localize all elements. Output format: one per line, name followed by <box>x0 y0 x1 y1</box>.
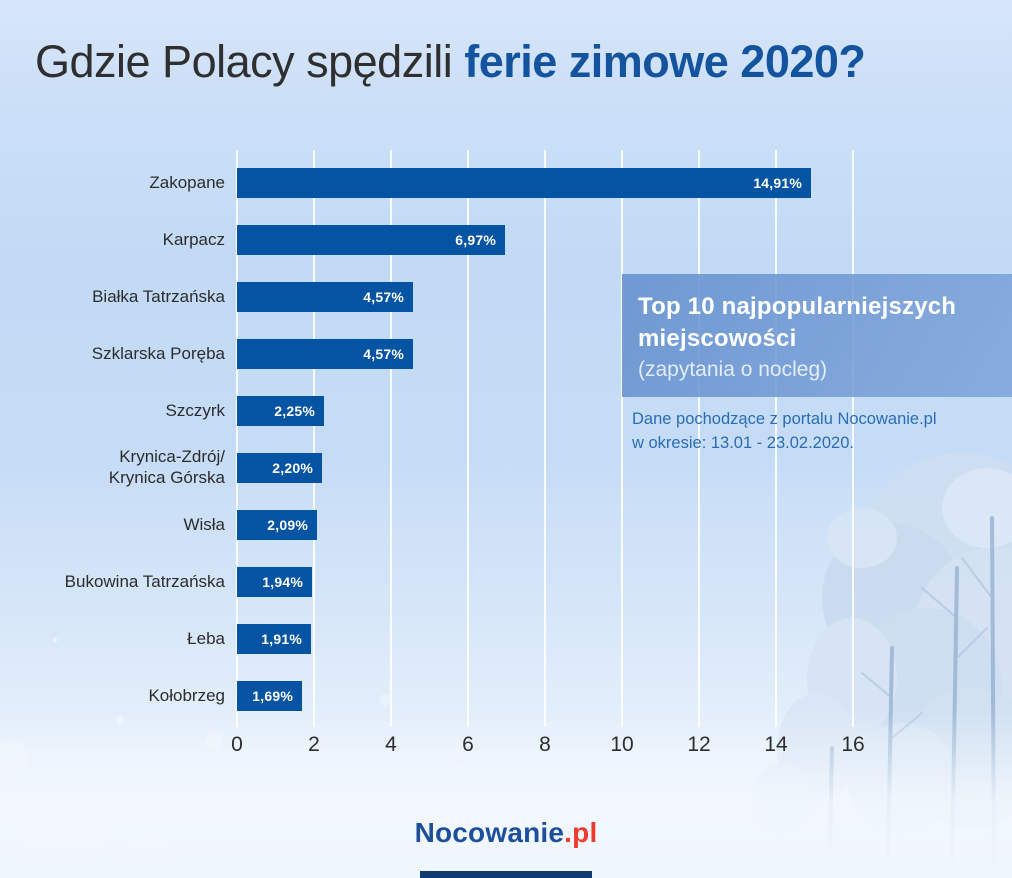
bar-9: 1,91% <box>237 624 311 654</box>
page-title: Gdzie Polacy spędzili ferie zimowe 2020? <box>35 36 866 88</box>
chart-row: Szczyrk 2,25% <box>0 396 1012 426</box>
bar-value-label: 4,57% <box>363 346 404 362</box>
source-note-line1: Dane pochodzące z portalu Nocowanie.pl <box>632 410 937 428</box>
bar-5: 2,25% <box>237 396 324 426</box>
bar-2: 6,97% <box>237 225 505 255</box>
category-label: Wisła <box>183 514 225 534</box>
category-label: Szczyrk <box>165 400 226 420</box>
chart-row: Bukowina Tatrzańska 1,94% <box>0 567 1012 597</box>
gridline-x-4 <box>390 150 392 727</box>
chart-row: Kołobrzeg 1,69% <box>0 681 1012 711</box>
bar-value-label: 2,20% <box>272 460 313 476</box>
bar-6: 2,20% <box>237 453 322 483</box>
source-note: Dane pochodzące z portalu Nocowanie.pl w… <box>632 408 937 456</box>
bar-10: 1,69% <box>237 681 302 711</box>
chart-row: Zakopane 14,91% <box>0 168 1012 198</box>
bar-value-label: 1,94% <box>262 574 303 590</box>
gridline-x-12 <box>698 150 700 727</box>
x-tick-label-0: 0 <box>231 733 243 756</box>
x-tick-label-10: 10 <box>610 733 634 756</box>
bar-value-label: 2,25% <box>274 403 315 419</box>
chart-row: Łeba 1,91% <box>0 624 1012 654</box>
x-tick-label-16: 16 <box>841 733 865 756</box>
bar-value-label: 6,97% <box>455 232 496 248</box>
x-tick-label-14: 14 <box>764 733 788 756</box>
bar-chart: 0 2 4 6 8 10 12 14 16 Zakopane 14,91% Karpacz 6,97% B… <box>0 150 1012 790</box>
bar-value-label: 2,09% <box>267 517 308 533</box>
category-label: Zakopane <box>149 172 225 192</box>
gridline-x-8 <box>544 150 546 727</box>
chart-row: Karpacz 6,97% <box>0 225 1012 255</box>
gridline-x-14 <box>775 150 777 727</box>
bar-value-label: 4,57% <box>363 289 404 305</box>
x-tick-label-8: 8 <box>539 733 551 756</box>
logo-tld: .pl <box>564 817 598 848</box>
chart-row: Krynica-Zdrój/ Krynica Górska 2,20% <box>0 447 1012 487</box>
info-box-subtitle: (zapytania o nocleg) <box>638 357 828 381</box>
bar-value-label: 14,91% <box>753 175 802 191</box>
x-tick-label-6: 6 <box>462 733 474 756</box>
bar-3: 4,57% <box>237 282 413 312</box>
bar-4: 4,57% <box>237 339 413 369</box>
bar-value-label: 1,69% <box>252 688 293 704</box>
info-box: Top 10 najpopularniejszych miejscowości … <box>622 274 1012 397</box>
bar-8: 1,94% <box>237 567 312 597</box>
x-tick-label-4: 4 <box>385 733 397 756</box>
info-box-title-line1: Top 10 najpopularniejszych <box>638 293 957 320</box>
chart-row: Wisła 2,09% <box>0 510 1012 540</box>
gridline-x-0 <box>236 150 238 727</box>
chart-row: Szklarska Poręba 4,57% <box>0 339 1012 369</box>
x-tick-label-2: 2 <box>308 733 320 756</box>
category-label: Kołobrzeg <box>148 685 225 705</box>
bar-7: 2,09% <box>237 510 317 540</box>
category-label: Krynica-Zdrój/ Krynica Górska <box>108 447 225 487</box>
category-label: Bukowina Tatrzańska <box>64 571 225 591</box>
logo-brand: Nocowanie <box>414 817 565 848</box>
nocowanie-logo: Nocowanie.pl <box>0 817 1012 849</box>
source-note-line2: w okresie: 13.01 - 23.02.2020. <box>632 433 854 452</box>
title-highlight: ferie zimowe 2020? <box>464 36 866 87</box>
gridline-x-10 <box>621 150 623 727</box>
category-label: Łeba <box>187 628 225 648</box>
gridline-x-6 <box>467 150 469 727</box>
x-tick-label-12: 12 <box>687 733 711 756</box>
snowfield-decoration <box>0 708 1012 878</box>
info-box-title-line2: miejscowości <box>638 325 797 353</box>
category-label: Karpacz <box>162 229 225 249</box>
category-label: Szklarska Poręba <box>91 343 225 363</box>
bar-value-label: 1,91% <box>261 631 302 647</box>
footer-strip <box>420 871 592 878</box>
title-prefix: Gdzie Polacy spędzili <box>35 36 465 87</box>
category-label: Białka Tatrzańska <box>92 286 225 306</box>
chart-row: Białka Tatrzańska 4,57% <box>0 282 1012 312</box>
gridline-x-16 <box>852 150 854 727</box>
gridline-x-2 <box>313 150 315 727</box>
bar-1: 14,91% <box>237 168 811 198</box>
